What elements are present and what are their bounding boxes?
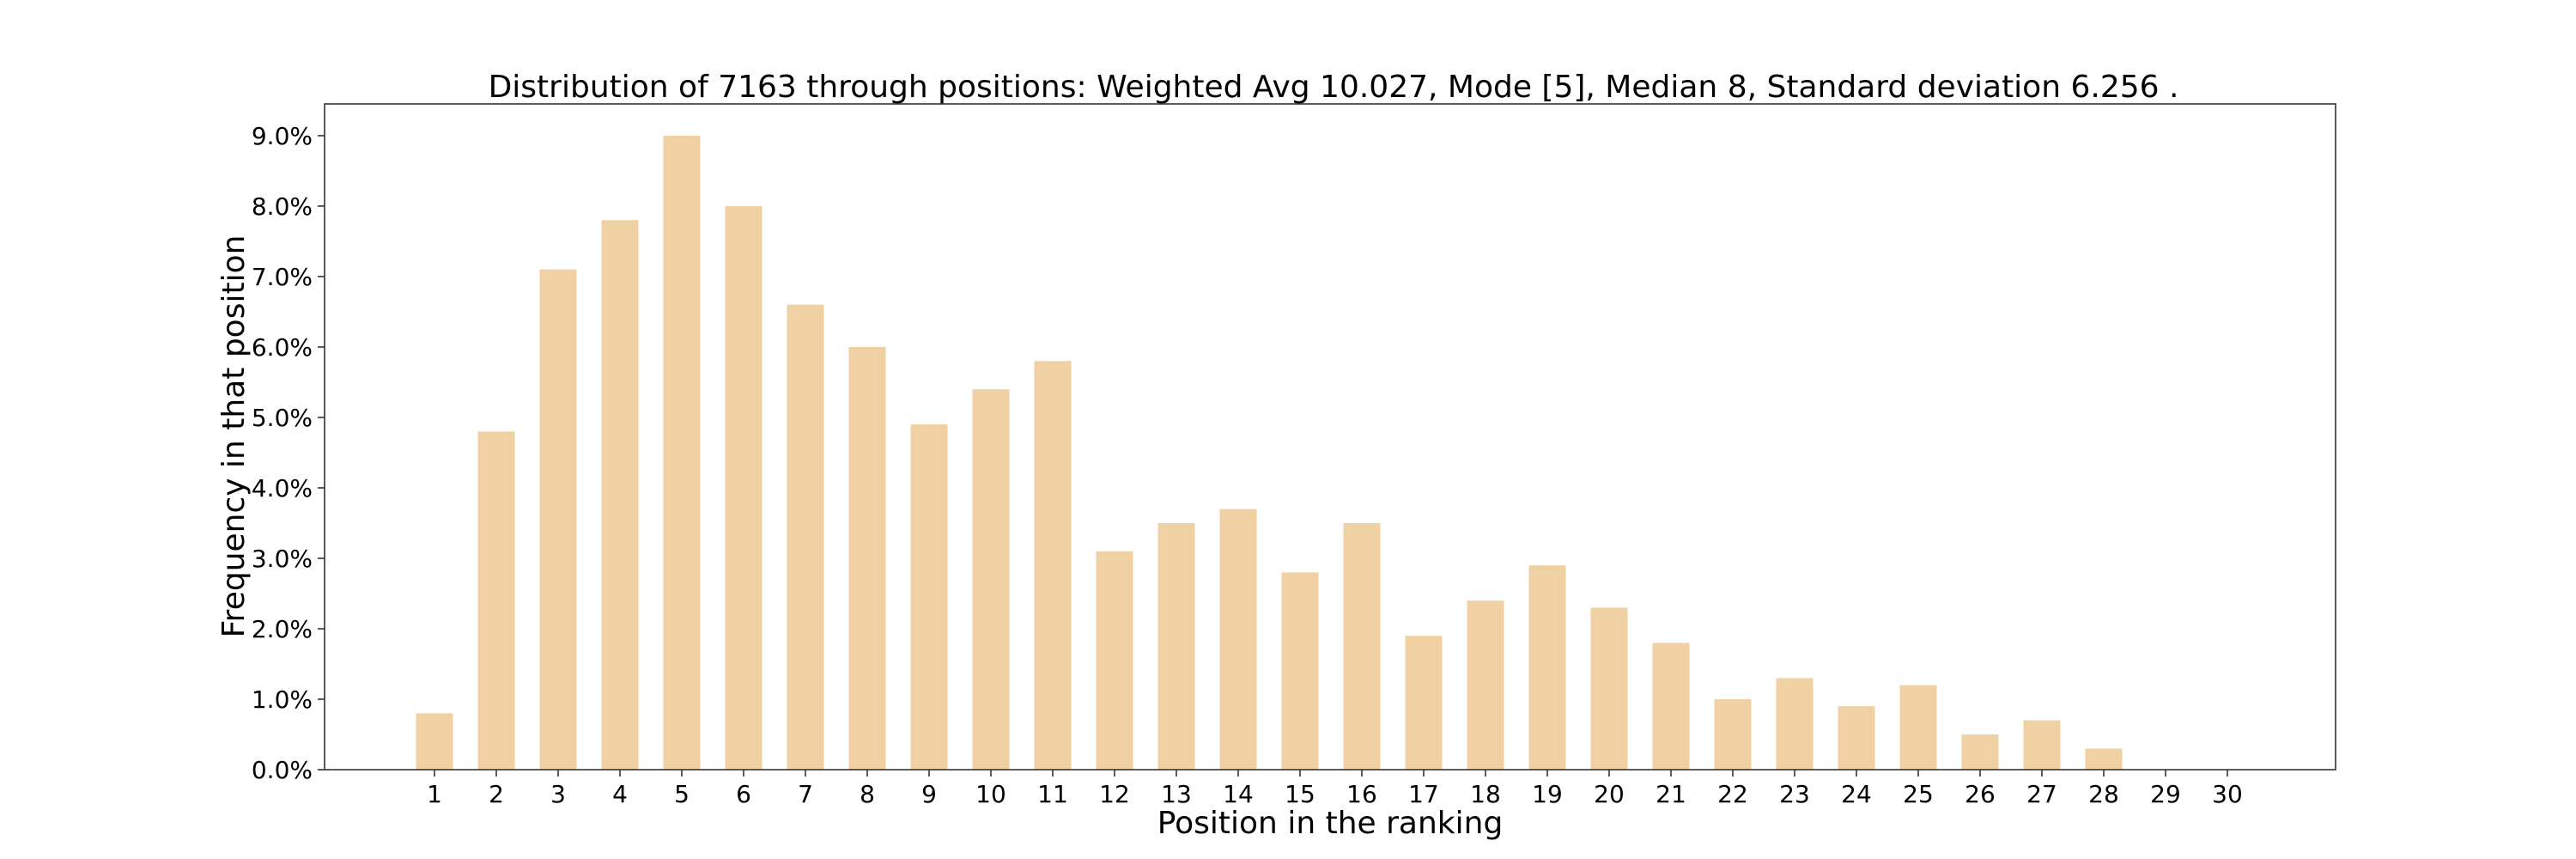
bar-11	[1034, 361, 1072, 770]
bar-28	[2085, 748, 2123, 770]
bar-16	[1343, 523, 1381, 770]
x-tick-label-15: 15	[1285, 780, 1315, 808]
x-tick-label-28: 28	[2088, 780, 2119, 808]
x-tick-label-19: 19	[1532, 780, 1563, 808]
y-tick-label-4: 4.0%	[252, 474, 313, 503]
bar-15	[1281, 572, 1319, 770]
bar-13	[1157, 523, 1195, 770]
bar-18	[1467, 600, 1504, 770]
x-tick-label-29: 29	[2150, 780, 2181, 808]
bar-14	[1219, 509, 1257, 770]
chart-title: Distribution of 7163 through positions: …	[489, 70, 2179, 105]
y-tick-label-6: 6.0%	[252, 333, 313, 362]
bar-7	[787, 304, 824, 770]
y-axis-label: Frequency in that position	[216, 235, 252, 638]
y-tick-label-2: 2.0%	[252, 615, 313, 643]
x-tick-label-10: 10	[975, 780, 1006, 808]
y-tick-label-7: 7.0%	[252, 263, 313, 291]
x-tick-label-1: 1	[427, 780, 442, 808]
x-tick-label-4: 4	[612, 780, 628, 808]
bar-1	[416, 713, 453, 770]
y-tick-label-3: 3.0%	[252, 545, 313, 573]
bar-6	[725, 205, 762, 770]
x-axis-label: Position in the ranking	[1157, 806, 1504, 841]
y-tick-label-1: 1.0%	[252, 685, 313, 714]
y-tick-label-8: 8.0%	[252, 192, 313, 221]
x-tick-label-30: 30	[2212, 780, 2243, 808]
x-tick-label-11: 11	[1037, 780, 1068, 808]
x-tick-label-21: 21	[1656, 780, 1686, 808]
bar-3	[539, 269, 577, 770]
bars-group	[416, 135, 2123, 770]
x-tick-label-26: 26	[1965, 780, 1996, 808]
y-tick-label-0: 0.0%	[252, 756, 313, 784]
bar-5	[663, 135, 701, 770]
x-tick-label-24: 24	[1841, 780, 1872, 808]
y-tick-label-9: 9.0%	[252, 122, 313, 150]
x-tick-label-16: 16	[1346, 780, 1377, 808]
bar-20	[1590, 607, 1628, 770]
bar-24	[1838, 706, 1875, 770]
x-tick-label-8: 8	[860, 780, 875, 808]
bar-4	[601, 220, 639, 770]
x-tick-label-6: 6	[736, 780, 751, 808]
bar-19	[1528, 565, 1566, 770]
x-tick-label-5: 5	[674, 780, 690, 808]
bar-10	[972, 389, 1010, 770]
bar-17	[1405, 636, 1443, 770]
x-tick-label-13: 13	[1161, 780, 1192, 808]
bar-26	[1961, 734, 1999, 770]
bar-2	[477, 431, 515, 770]
x-tick-label-20: 20	[1594, 780, 1625, 808]
bar-23	[1776, 678, 1814, 770]
x-tick-label-18: 18	[1470, 780, 1501, 808]
y-tick-label-5: 5.0%	[252, 404, 313, 432]
bar-8	[848, 346, 886, 770]
x-tick-label-2: 2	[489, 780, 504, 808]
x-tick-label-12: 12	[1099, 780, 1130, 808]
bar-12	[1096, 551, 1133, 770]
x-tick-label-22: 22	[1717, 780, 1748, 808]
bar-9	[910, 424, 948, 770]
y-axis: 0.0% 1.0% 2.0% 3.0% 4.0% 5.0% 6.0% 7.0% 8.0% 9.0%	[252, 122, 325, 784]
x-tick-label-25: 25	[1903, 780, 1934, 808]
bar-25	[1899, 685, 1937, 770]
plot-frame	[324, 103, 2336, 771]
x-tick-label-27: 27	[2026, 780, 2057, 808]
x-tick-label-23: 23	[1779, 780, 1810, 808]
x-tick-label-7: 7	[798, 780, 813, 808]
bar-27	[2023, 720, 2061, 770]
bar-21	[1652, 643, 1690, 770]
x-tick-label-14: 14	[1223, 780, 1254, 808]
x-axis: 1 2 3 4 5 6 7 8 9 10 11 12 13 14 15 16 17 18 19 20 21 22 23 24 2…	[427, 770, 2243, 808]
x-tick-label-9: 9	[921, 780, 937, 808]
x-tick-label-3: 3	[550, 780, 566, 808]
x-tick-label-17: 17	[1408, 780, 1439, 808]
bar-22	[1714, 699, 1752, 770]
